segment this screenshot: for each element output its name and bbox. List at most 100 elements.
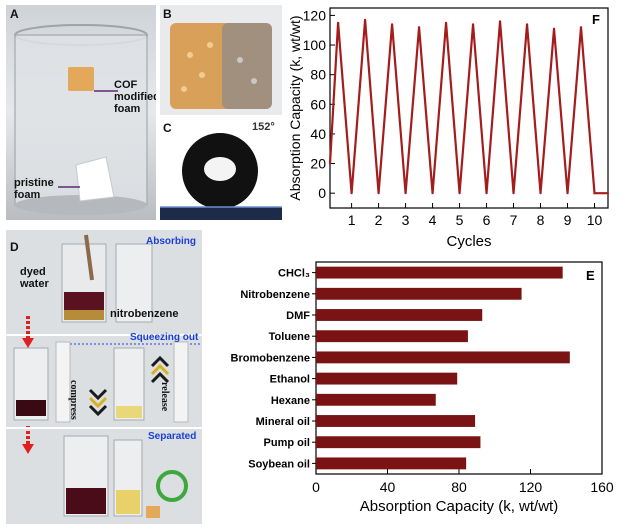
chart-f-xtick-label: 4	[429, 212, 437, 228]
chart-f-series-line	[328, 19, 608, 195]
chart-e-xtick-label: 160	[590, 479, 614, 495]
chart-e-panel-label: E	[586, 268, 595, 283]
chart-f-xtick-label: 6	[483, 212, 491, 228]
chart-e-xtick-label: 40	[380, 479, 396, 495]
chart-f-point	[606, 192, 610, 195]
panel-c: C 152°	[160, 119, 282, 220]
recycle-icon	[156, 470, 188, 502]
chart-f-point	[525, 23, 529, 26]
stage-separated: Separated	[148, 431, 197, 442]
chart-f-point	[444, 21, 448, 24]
pristine-foam-block	[75, 156, 115, 202]
panel-a-label: A	[10, 7, 19, 21]
chart-e-category-label: Soybean oil	[248, 458, 310, 470]
chart-f-ytick-label: 40	[310, 126, 326, 142]
chart-e-bar	[316, 457, 467, 470]
chart-f-point	[552, 27, 556, 30]
chart-e-bar	[316, 436, 481, 449]
chart-f-panel-label: F	[592, 12, 600, 27]
chart-f-point	[336, 21, 340, 24]
chart-f-xtick-label: 10	[587, 212, 603, 228]
stage-squeezing: Squeezing out	[130, 332, 199, 343]
release-label: release	[159, 382, 170, 412]
chart-f-ytick-label: 120	[303, 7, 327, 23]
panel-d: D Absorbing Squeezing out Separated dyed…	[6, 230, 202, 524]
panel-b: B	[160, 5, 282, 115]
chart-f-xtick-label: 2	[375, 212, 383, 228]
chart-f: 0 20 40 60 80 100 120 1 2 3 4 5 6 7 8 9 10 Cycles Absorpti…	[287, 7, 610, 250]
chart-e-category-label: Hexane	[271, 395, 310, 407]
chart-e-xtick-label: 0	[312, 479, 320, 495]
chart-f-point	[512, 192, 515, 195]
chart-f-ytick-label: 100	[303, 37, 327, 53]
panel-c-photo	[160, 119, 282, 220]
panel-e: CHCl₃ Nitrobenzene DMF Toluene Bromobenzene E…	[206, 258, 622, 529]
chart-f-point	[485, 192, 488, 195]
chart-f-point	[350, 192, 353, 195]
chart-f-point	[458, 192, 461, 195]
chart-f-point	[363, 18, 367, 21]
chart-e-bar	[316, 266, 563, 279]
chart-f-ytick-label: 80	[310, 67, 326, 83]
chart-f-xtick-label: 3	[402, 212, 410, 228]
chart-e-bar	[316, 330, 468, 343]
panel-d-label: D	[10, 240, 19, 254]
chart-f-point	[566, 192, 569, 195]
chart-e-bar	[316, 287, 522, 300]
panel-a-photo	[6, 5, 156, 220]
chart-f-xtick-label: 1	[348, 212, 356, 228]
dyed-water-annotation: dyed water	[20, 266, 49, 290]
contact-angle-value: 152°	[252, 121, 275, 133]
chart-f-ytick-label: 0	[318, 185, 326, 201]
chart-e-category-label: Bromobenzene	[231, 352, 310, 364]
nitrobenzene-annotation: nitrobenzene	[110, 308, 179, 320]
chart-e-category-label: Pump oil	[264, 437, 310, 449]
chart-e-xtick-label: 120	[519, 479, 543, 495]
chart-f-point	[593, 192, 596, 195]
chart-e-category-label: CHCl₃	[278, 268, 310, 280]
chart-f-xlabel: Cycles	[446, 233, 491, 250]
panel-a: A COF modified foam pristine foam	[6, 5, 156, 220]
chart-f-point	[328, 162, 332, 165]
chart-e-category-label: Nitrobenzene	[240, 289, 310, 301]
panel-b-photo	[160, 5, 282, 115]
chart-e-category-label: Ethanol	[270, 374, 310, 386]
chart-f-point	[471, 23, 475, 26]
chart-e-xtick-label: 80	[451, 479, 467, 495]
chart-f-ytick-label: 60	[310, 96, 326, 112]
chart-e-category-label: Mineral oil	[256, 416, 310, 428]
cof-foam-annotation: COF modified foam	[114, 79, 156, 115]
cof-foam-block	[68, 67, 94, 91]
chart-f-point	[417, 26, 421, 29]
chart-f-point	[404, 192, 407, 195]
chart-e: CHCl₃ Nitrobenzene DMF Toluene Bromobenzene E…	[231, 261, 614, 515]
pristine-foam-annotation: pristine foam	[14, 177, 54, 201]
chart-f-point	[539, 192, 542, 195]
chart-e-bar	[316, 415, 476, 427]
chart-e-xlabel: Absorption Capacity (k, wt/wt)	[360, 498, 558, 515]
chart-f-ylabel: Absorption Capacity (k, wt/wt)	[287, 15, 303, 200]
chart-e-bar	[316, 309, 483, 321]
stage-absorbing: Absorbing	[146, 236, 196, 247]
chart-f-point	[390, 23, 394, 26]
chart-f-point	[498, 20, 502, 23]
panel-c-label: C	[163, 121, 172, 135]
chart-f-ytick-label: 20	[310, 156, 326, 172]
chart-f-frame	[329, 7, 609, 209]
chart-e-bar	[316, 372, 458, 385]
chart-f-point	[377, 192, 380, 195]
panel-f: 0 20 40 60 80 100 120 1 2 3 4 5 6 7 8 9 10 Cycles Absorpti…	[286, 0, 622, 250]
chart-f-xtick-label: 9	[564, 212, 572, 228]
chart-f-xtick-label: 8	[537, 212, 545, 228]
panel-b-label: B	[163, 7, 172, 21]
chart-f-xtick-label: 5	[456, 212, 464, 228]
chart-e-category-label: DMF	[286, 310, 310, 322]
panel-d-photo	[6, 230, 202, 524]
chart-f-point	[579, 26, 583, 29]
chart-f-xtick-label: 7	[510, 212, 518, 228]
chart-e-category-label: Toluene	[269, 331, 310, 343]
compress-label: compress	[68, 380, 79, 420]
chart-e-bar	[316, 351, 570, 364]
chart-e-bar	[316, 393, 436, 406]
chart-f-point	[431, 192, 434, 195]
